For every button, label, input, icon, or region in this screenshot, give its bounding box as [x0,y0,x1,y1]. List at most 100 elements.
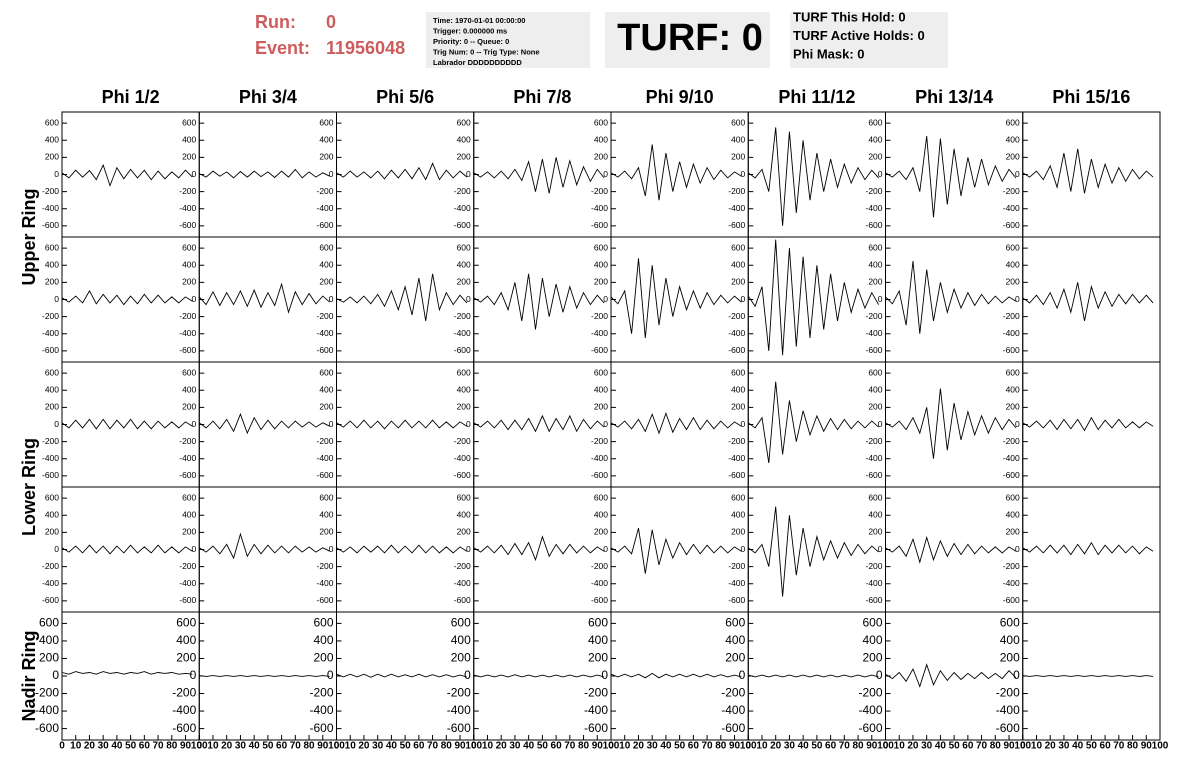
y-tick-label: -400 [584,703,608,717]
y-tick-label: -400 [865,453,882,463]
x-tick-label: 100 [328,741,345,752]
y-tick-label: -400 [42,453,59,463]
waveform [61,544,193,555]
y-tick-label: 0 [327,668,334,682]
ring-label: Upper Ring [19,189,39,286]
y-tick-label: -200 [447,686,471,700]
y-tick-label: 200 [1006,402,1020,412]
y-tick-label: 0 [603,419,608,429]
y-tick-label: -600 [454,220,471,230]
panel-frame [1022,111,1161,238]
y-tick-label: -400 [309,703,333,717]
y-tick-label: 0 [329,544,334,554]
y-tick-label: 400 [45,260,59,270]
y-tick-label: -600 [865,470,882,480]
y-tick-label: 0 [464,668,471,682]
y-tick-label: 600 [731,117,745,127]
x-tick-label: 80 [990,741,1002,752]
x-tick-label: 80 [1127,741,1139,752]
y-tick-label: -200 [454,436,471,446]
waveform [748,127,879,226]
panel-frame [336,111,475,238]
y-tick-label: -400 [454,328,471,338]
waveform [336,162,468,181]
y-tick-label: 600 [594,117,608,127]
x-tick-label: 40 [386,741,398,752]
x-tick-label: 0 [608,741,614,752]
x-tick-label: 60 [825,741,837,752]
y-tick-label: -600 [447,721,471,735]
y-tick-label: 600 [313,616,333,630]
y-tick-label: 600 [457,367,471,377]
y-tick-label: -200 [584,686,608,700]
y-tick-label: -200 [42,436,59,446]
y-tick-label: 400 [319,260,333,270]
y-tick-label: 0 [466,169,471,179]
y-tick-label: -400 [42,203,59,213]
y-tick-label: 0 [192,544,197,554]
x-tick-label: 0 [1020,741,1026,752]
x-tick-label: 20 [770,741,782,752]
x-tick-label: 60 [1100,741,1112,752]
y-tick-label: 0 [1015,419,1020,429]
x-tick-label: 10 [70,741,82,752]
x-tick-label: 100 [1152,741,1169,752]
waveform [748,381,879,464]
waveform [1022,541,1154,556]
y-tick-label: -400 [865,578,882,588]
y-tick-label: 600 [862,616,882,630]
y-tick-label: 600 [319,367,333,377]
y-tick-label: -200 [865,186,882,196]
column-header: Phi 9/10 [646,87,714,107]
y-tick-label: 600 [457,117,471,127]
x-tick-label: 10 [619,741,631,752]
y-tick-label: -200 [1003,311,1020,321]
waveform [61,289,193,306]
y-tick-label: 600 [588,616,608,630]
y-tick-label: 400 [1006,135,1020,145]
x-tick-label: 90 [317,741,329,752]
panel-frame [61,361,200,488]
y-tick-label: -200 [309,686,333,700]
y-tick-label: -600 [172,721,196,735]
y-tick-label: 200 [457,402,471,412]
x-tick-label: 70 [1113,741,1125,752]
y-tick-label: -600 [179,220,196,230]
y-tick-label: -400 [42,328,59,338]
x-tick-label: 50 [949,741,961,752]
y-tick-label: 600 [45,492,59,502]
y-tick-label: 600 [457,242,471,252]
x-tick-label: 40 [523,741,535,752]
y-tick-label: -200 [591,186,608,196]
y-tick-label: -400 [728,578,745,588]
x-tick-label: 60 [139,741,151,752]
panel-frame [336,236,475,363]
y-tick-label: -200 [316,186,333,196]
waveform [1022,675,1154,677]
x-tick-label: 70 [153,741,165,752]
y-tick-label: 200 [45,152,59,162]
y-tick-label: 200 [1006,152,1020,162]
column-header: Phi 15/16 [1052,87,1130,107]
y-tick-label: 400 [182,510,196,520]
y-tick-label: 200 [1006,527,1020,537]
x-tick-label: 40 [798,741,810,752]
panel-frame [885,486,1024,613]
y-tick-label: 200 [1000,651,1020,665]
y-tick-label: 400 [1006,385,1020,395]
x-tick-label: 60 [276,741,288,752]
y-tick-label: 200 [594,402,608,412]
y-tick-label: -200 [179,311,196,321]
turf-info-box [790,12,948,68]
panel-frame [198,111,337,238]
y-tick-label: 400 [594,260,608,270]
x-tick-label: 0 [59,741,65,752]
y-tick-label: -200 [858,686,882,700]
panel-frame [610,361,749,488]
y-tick-label: -200 [316,436,333,446]
x-tick-label: 20 [358,741,370,752]
x-tick-label: 30 [509,741,521,752]
ring-label: Nadir Ring [19,630,39,721]
waveform [199,532,330,560]
